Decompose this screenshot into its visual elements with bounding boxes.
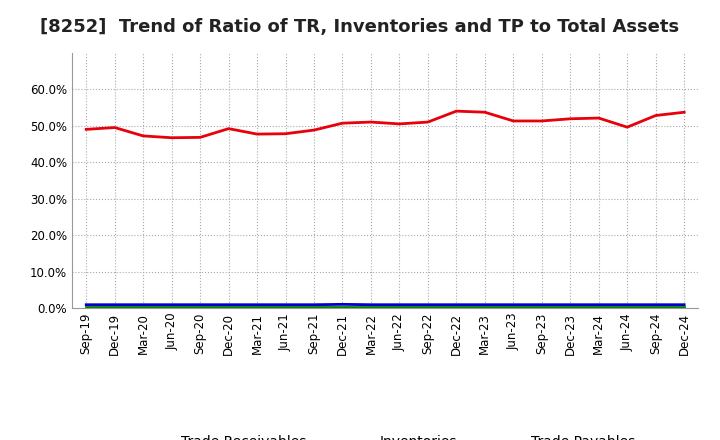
Trade Payables <box>595 304 603 309</box>
Trade Payables <box>537 304 546 309</box>
Trade Payables <box>110 304 119 309</box>
Inventories <box>452 302 461 308</box>
Inventories <box>509 302 518 308</box>
Inventories <box>253 302 261 308</box>
Trade Payables <box>310 304 318 309</box>
Trade Payables <box>196 304 204 309</box>
Trade Receivables <box>366 119 375 125</box>
Trade Receivables <box>82 127 91 132</box>
Inventories <box>595 302 603 308</box>
Trade Payables <box>566 304 575 309</box>
Inventories <box>566 302 575 308</box>
Text: [8252]  Trend of Ratio of TR, Inventories and TP to Total Assets: [8252] Trend of Ratio of TR, Inventories… <box>40 18 680 36</box>
Inventories <box>366 302 375 308</box>
Trade Payables <box>480 304 489 309</box>
Inventories <box>282 302 290 308</box>
Inventories <box>110 302 119 308</box>
Trade Receivables <box>196 135 204 140</box>
Trade Payables <box>253 304 261 309</box>
Inventories <box>680 302 688 308</box>
Trade Receivables <box>680 110 688 115</box>
Trade Receivables <box>566 116 575 121</box>
Trade Receivables <box>395 121 404 127</box>
Trade Payables <box>652 304 660 309</box>
Trade Receivables <box>452 109 461 114</box>
Inventories <box>225 302 233 308</box>
Trade Payables <box>395 304 404 309</box>
Trade Payables <box>225 304 233 309</box>
Inventories <box>196 302 204 308</box>
Inventories <box>623 302 631 308</box>
Trade Payables <box>282 304 290 309</box>
Trade Receivables <box>110 125 119 130</box>
Trade Payables <box>680 304 688 309</box>
Inventories <box>537 302 546 308</box>
Trade Payables <box>338 304 347 309</box>
Trade Receivables <box>509 118 518 124</box>
Inventories <box>82 302 91 308</box>
Trade Payables <box>509 304 518 309</box>
Inventories <box>423 302 432 308</box>
Inventories <box>139 302 148 308</box>
Inventories <box>652 302 660 308</box>
Trade Receivables <box>338 121 347 126</box>
Inventories <box>338 302 347 307</box>
Inventories <box>167 302 176 308</box>
Trade Receivables <box>253 132 261 137</box>
Trade Payables <box>167 304 176 309</box>
Trade Payables <box>623 304 631 309</box>
Trade Receivables <box>537 118 546 124</box>
Trade Receivables <box>167 135 176 140</box>
Line: Trade Receivables: Trade Receivables <box>86 111 684 138</box>
Trade Payables <box>366 304 375 309</box>
Trade Payables <box>82 304 91 309</box>
Inventories <box>395 302 404 308</box>
Trade Receivables <box>652 113 660 118</box>
Trade Receivables <box>225 126 233 131</box>
Trade Payables <box>139 304 148 309</box>
Trade Receivables <box>623 125 631 130</box>
Inventories <box>480 302 489 308</box>
Trade Receivables <box>595 115 603 121</box>
Trade Receivables <box>310 128 318 133</box>
Trade Receivables <box>282 131 290 136</box>
Trade Receivables <box>139 133 148 139</box>
Legend: Trade Receivables, Inventories, Trade Payables: Trade Receivables, Inventories, Trade Pa… <box>130 430 641 440</box>
Trade Payables <box>452 304 461 309</box>
Trade Receivables <box>423 119 432 125</box>
Trade Payables <box>423 304 432 309</box>
Trade Receivables <box>480 110 489 115</box>
Inventories <box>310 302 318 308</box>
